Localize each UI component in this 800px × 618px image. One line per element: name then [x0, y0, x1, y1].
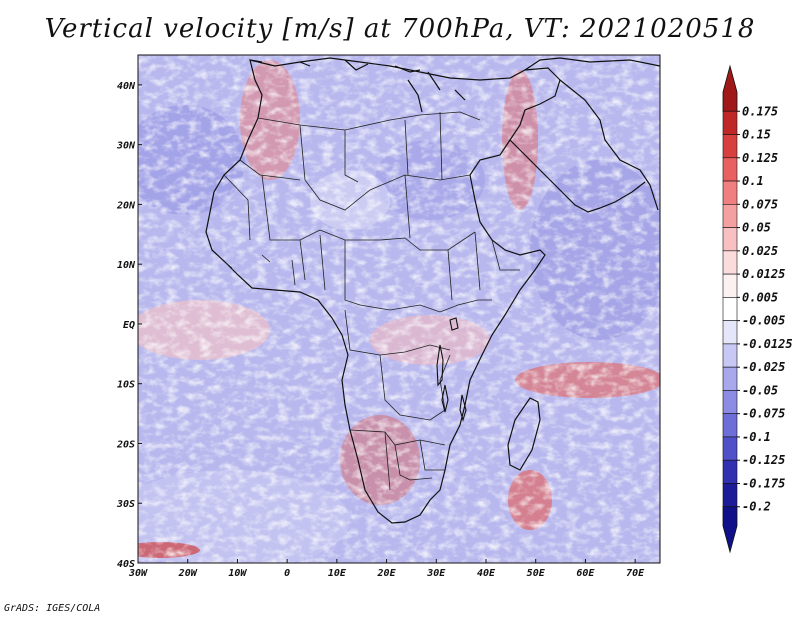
colorbar-swatch — [722, 390, 738, 414]
colorbar-label: 0.125 — [742, 151, 778, 165]
colorbar-swatch — [722, 204, 738, 228]
lat-tick-label: 40S — [117, 559, 135, 570]
country-borders — [223, 111, 520, 491]
lon-tick-label: 70E — [626, 568, 645, 579]
colorbar-label: -0.075 — [742, 407, 785, 421]
colorbar-swatch — [722, 436, 738, 461]
colorbar-swatch — [722, 157, 738, 182]
lat-tick-label: 20N — [116, 200, 136, 211]
colorbar-swatch — [722, 483, 738, 508]
colorbar-swatch — [722, 273, 738, 298]
colorbar-label: 0.0125 — [742, 267, 785, 281]
colorbar-swatch — [722, 366, 738, 391]
colorbar-label: -0.1 — [742, 430, 771, 444]
colorbar-label: 0.175 — [742, 104, 778, 118]
colorbar-label: 0.1 — [742, 174, 764, 188]
map-title: Vertical velocity [m/s] at 700hPa, VT: 2… — [44, 14, 756, 44]
lon-tick-label: 20E — [377, 568, 397, 579]
colorbar-swatch — [722, 320, 738, 345]
colorbar-label: -0.0125 — [742, 337, 793, 351]
colorbar-swatch — [722, 297, 738, 321]
colorbar-swatch — [722, 180, 738, 205]
latitude-axis: 40N 30N 20N 10N EQ 10S 20S 30S 40S — [116, 81, 142, 570]
colorbar-swatch — [722, 413, 738, 438]
lon-tick-label: 10E — [328, 568, 347, 579]
grads-credit: GrADS: IGES/COLA — [4, 603, 101, 614]
lon-tick-label: 40E — [477, 568, 496, 579]
colorbar-label: 0.15 — [742, 128, 771, 142]
colorbar-label: 0.05 — [742, 221, 771, 235]
colorbar-label: 0.025 — [742, 244, 778, 258]
colorbar-label: 0.005 — [742, 290, 778, 304]
colorbar-swatch — [722, 343, 738, 368]
velocity-field — [138, 55, 660, 563]
lon-tick-label: 60E — [576, 568, 595, 579]
lon-tick-label: 10W — [228, 568, 247, 579]
lat-tick-label: 10S — [117, 380, 135, 391]
colorbar-swatch — [722, 459, 738, 484]
colorbar-swatch — [722, 250, 738, 275]
colorbar-swatch — [722, 506, 738, 554]
lat-tick-label: 20S — [116, 439, 135, 450]
colorbar-swatch — [722, 110, 738, 135]
plot-frame — [137, 54, 661, 564]
longitude-axis: 30W 20W 10W 0 10E 20E 30E 40E 50E 60E 70E — [128, 559, 645, 579]
colorbar-label: -0.2 — [742, 500, 771, 514]
colorbar-label: -0.175 — [742, 476, 785, 490]
colorbar-label: -0.05 — [742, 383, 778, 397]
lat-tick-label: 40N — [117, 81, 136, 92]
lon-tick-label: 30W — [128, 568, 148, 579]
lat-tick-label: EQ — [123, 320, 135, 331]
lon-tick-label: 20W — [178, 568, 198, 579]
lat-tick-label: 10N — [117, 260, 136, 271]
colorbar-label: -0.005 — [742, 314, 785, 328]
colorbar-swatch — [722, 134, 738, 159]
lat-tick-label: 30S — [116, 499, 135, 510]
lon-tick-label: 50E — [527, 568, 546, 579]
colorbar-swatch — [722, 227, 738, 252]
lakes — [436, 317, 467, 422]
colorbar-label: -0.125 — [742, 453, 785, 467]
lon-tick-label: 0 — [284, 568, 290, 579]
colorbar: 0.175 0.15 0.125 0.1 0.075 0.05 0.025 0.0125 0.0… — [722, 64, 793, 554]
lat-tick-label: 30N — [116, 141, 136, 152]
colorbar-swatch — [722, 64, 738, 112]
colorbar-label: 0.075 — [742, 197, 778, 211]
colorbar-label: -0.025 — [742, 360, 785, 374]
lon-tick-label: 30E — [426, 568, 446, 579]
